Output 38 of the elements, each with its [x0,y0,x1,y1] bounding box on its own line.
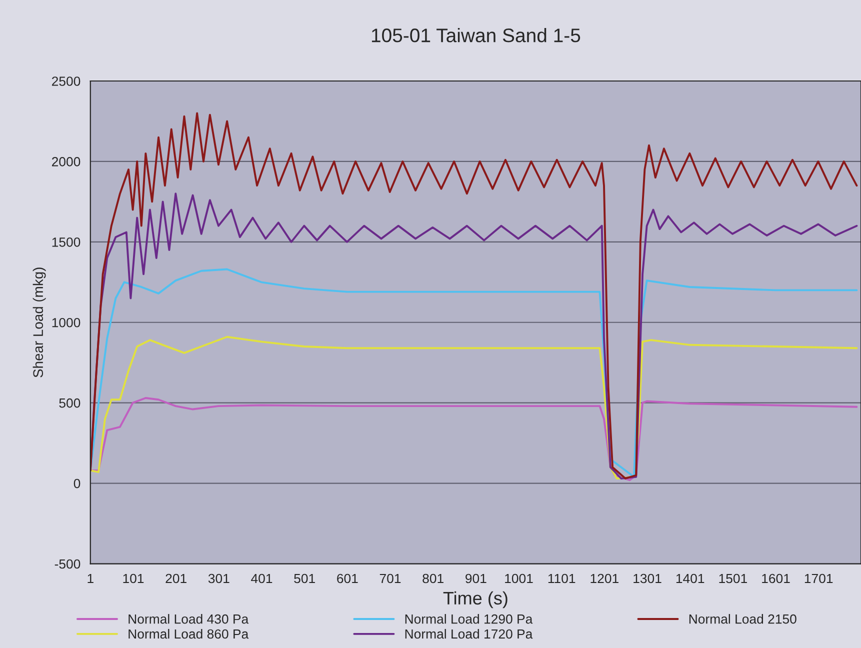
x-axis-title: Time (s) [443,591,508,608]
line-series [90,268,858,478]
chart-title: 105-01 Taiwan Sand 1-5 [372,28,580,42]
x-tick-label: 1 [88,574,94,584]
y-axis-title: Shear Load (mkg) [32,268,46,378]
legend-label: Normal Load 1290 Pa [405,614,533,624]
y-tick-label: 500 [59,398,80,408]
line-series [90,397,858,482]
y-tick-label: 2500 [52,76,80,86]
x-tick-label: 601 [337,574,358,584]
y-tick-label: -500 [54,559,80,569]
x-tick-label: 501 [294,574,315,584]
legend-label: Normal Load 860 Pa [128,628,249,639]
x-tick-label: 1301 [634,574,662,584]
x-tick-label: 801 [422,574,444,584]
x-tick-label: 1601 [762,574,790,584]
y-tick-label: 0 [74,478,80,488]
x-tick-label: 1501 [719,574,747,584]
line-series [90,336,858,480]
line-series [90,112,858,480]
y-tick-label: 1500 [52,237,80,247]
x-tick-label: 701 [380,574,401,584]
x-tick-label: 101 [123,574,144,584]
legend-label: Normal Load 430 Pa [128,614,249,624]
legend-label: Normal Load 2150 [689,614,796,624]
x-tick-label: 201 [166,574,186,584]
x-tick-label: 901 [466,574,486,584]
y-tick-label: 2000 [52,157,80,166]
legend-label: Normal Load 1720 Pa [405,628,533,639]
x-tick-label: 1401 [676,574,704,584]
x-tick-label: 301 [208,574,230,584]
x-tick-label: 1101 [548,574,576,584]
x-tick-label: 1001 [505,574,533,584]
line-series [90,192,858,480]
x-tick-label: 1701 [804,574,833,584]
x-tick-label: 401 [251,574,272,584]
y-tick-label: 1000 [52,318,80,328]
x-tick-label: 1201 [590,574,618,584]
